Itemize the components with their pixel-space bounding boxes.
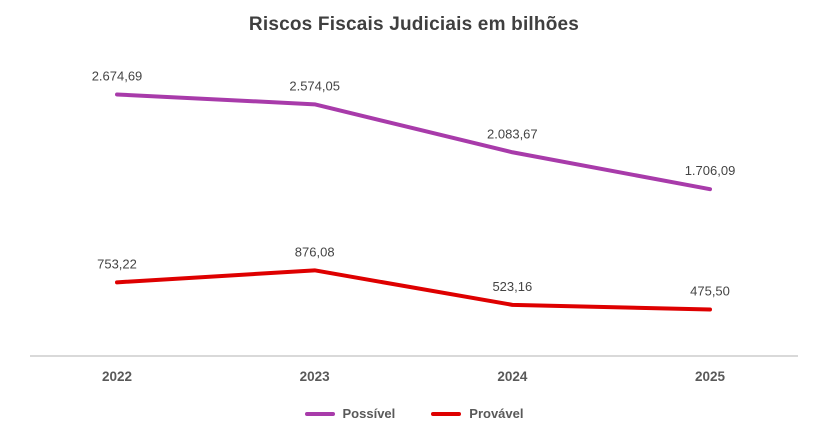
data-label: 876,08 <box>295 244 335 259</box>
data-label: 523,16 <box>492 279 532 294</box>
legend-swatch-provavel <box>431 411 462 416</box>
series-line-provavel <box>115 268 713 312</box>
legend-label-possivel: Possível <box>342 406 396 421</box>
legend-item-provavel: Provável <box>431 406 523 421</box>
data-label: 1.706,09 <box>685 163 736 178</box>
legend-swatch-possivel <box>304 411 335 416</box>
data-label: 2.083,67 <box>487 126 538 141</box>
chart-title: Riscos Fiscais Judiciais em bilhões <box>248 14 580 35</box>
data-label: 2.674,69 <box>92 68 143 83</box>
x-axis-label: 2022 <box>102 369 132 384</box>
x-axis-label: 2025 <box>695 369 726 384</box>
series-line-possivel <box>115 92 713 192</box>
x-axis-label: 2024 <box>497 369 528 384</box>
data-label: 475,50 <box>690 284 730 299</box>
x-axis-label: 2023 <box>300 369 331 384</box>
data-label: 753,22 <box>97 256 137 271</box>
legend-item-possivel: Possível <box>304 406 396 421</box>
legend-label-provavel: Provável <box>469 406 524 421</box>
data-label: 2.574,05 <box>289 78 340 93</box>
legend: Possível Provável <box>0 406 828 421</box>
